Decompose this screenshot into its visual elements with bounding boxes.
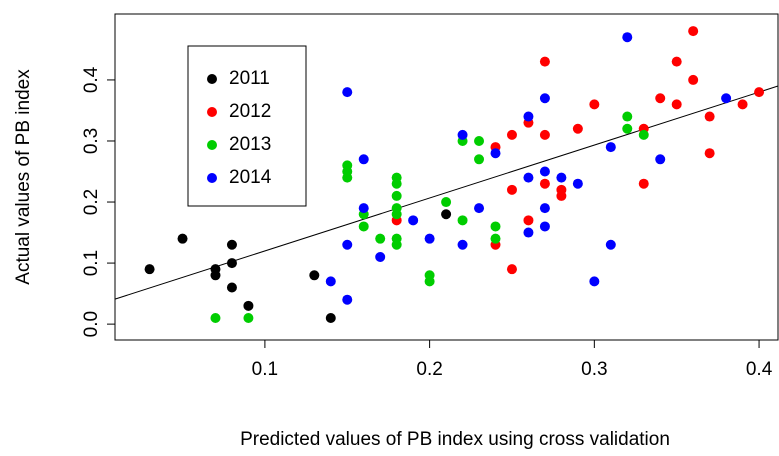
point: [424, 276, 435, 287]
point: [556, 172, 567, 183]
point: [226, 239, 237, 250]
point: [506, 184, 517, 195]
point: [539, 178, 550, 189]
point: [655, 154, 666, 165]
point: [144, 264, 155, 275]
point: [737, 99, 748, 110]
point: [523, 227, 534, 238]
y-tick-label: 0.2: [81, 189, 102, 215]
point: [375, 233, 386, 244]
point: [391, 209, 402, 220]
point: [474, 203, 485, 214]
point: [622, 111, 633, 122]
point: [408, 215, 419, 226]
point: [638, 178, 649, 189]
point: [539, 166, 550, 177]
point: [539, 93, 550, 104]
point: [309, 270, 320, 281]
point: [523, 111, 534, 122]
legend-label: 2014: [229, 167, 272, 188]
point: [704, 148, 715, 159]
point: [226, 282, 237, 293]
point: [523, 215, 534, 226]
point: [506, 264, 517, 275]
point: [539, 56, 550, 67]
legend-label: 2011: [229, 68, 270, 89]
point: [506, 129, 517, 140]
point: [358, 203, 369, 214]
point: [556, 190, 567, 201]
point: [358, 221, 369, 232]
point: [539, 129, 550, 140]
point: [490, 221, 501, 232]
point: [589, 276, 600, 287]
point: [605, 239, 616, 250]
point: [589, 99, 600, 110]
point: [622, 32, 633, 43]
point: [474, 154, 485, 165]
point: [358, 154, 369, 165]
point: [375, 251, 386, 262]
point: [539, 221, 550, 232]
legend-marker: [207, 107, 217, 117]
legend-marker: [207, 140, 217, 150]
x-tick-label: 0.1: [252, 359, 278, 380]
x-tick-label: 0.2: [416, 359, 442, 380]
point: [342, 87, 353, 98]
point: [325, 276, 336, 287]
y-axis-label: Actual values of PB index: [13, 69, 34, 285]
point: [474, 135, 485, 146]
point: [424, 233, 435, 244]
point: [688, 26, 699, 37]
y-tick-label: 0.3: [81, 128, 102, 154]
point: [457, 129, 468, 140]
point: [325, 313, 336, 324]
y-tick-label: 0.1: [81, 250, 102, 276]
point: [243, 300, 254, 311]
point: [572, 123, 583, 134]
point: [754, 87, 765, 98]
point: [441, 197, 452, 208]
point: [523, 172, 534, 183]
x-tick-label: 0.4: [746, 359, 773, 380]
point: [671, 56, 682, 67]
legend-marker: [207, 74, 217, 84]
point: [226, 258, 237, 269]
point: [391, 178, 402, 189]
x-tick-label: 0.3: [581, 359, 607, 380]
legend-label: 2013: [229, 134, 271, 155]
point: [342, 239, 353, 250]
point: [342, 172, 353, 183]
y-tick-label: 0.4: [81, 66, 102, 93]
point: [243, 313, 254, 324]
point: [490, 148, 501, 159]
point: [671, 99, 682, 110]
point: [391, 190, 402, 201]
point: [572, 178, 583, 189]
point: [490, 233, 501, 244]
point: [539, 203, 550, 214]
point: [622, 123, 633, 134]
point: [177, 233, 188, 244]
point: [655, 93, 666, 104]
point: [605, 142, 616, 153]
point: [210, 264, 221, 275]
point: [638, 129, 649, 140]
point: [441, 209, 452, 220]
point: [721, 93, 732, 104]
trend-line: [114, 85, 779, 300]
point: [342, 294, 353, 305]
y-tick-label: 0.0: [81, 311, 102, 337]
point: [704, 111, 715, 122]
point: [457, 215, 468, 226]
point: [688, 74, 699, 85]
point: [457, 239, 468, 250]
point: [391, 239, 402, 250]
x-axis-label: Predicted values of PB index using cross…: [240, 429, 670, 450]
point: [210, 313, 221, 324]
legend-marker: [207, 173, 217, 183]
legend-label: 2012: [229, 101, 271, 122]
